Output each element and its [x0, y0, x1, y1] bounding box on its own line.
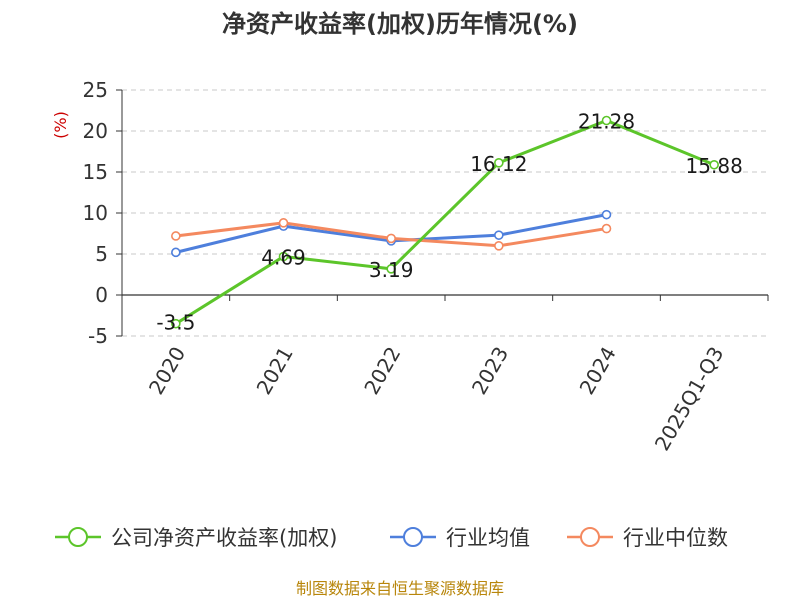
series-line-0: [174, 119, 716, 326]
data-point: [171, 247, 181, 258]
x-tick-label: 2024: [575, 343, 621, 399]
data-label: 16.12: [470, 152, 527, 176]
data-point: [386, 264, 396, 274]
data-point: [601, 115, 612, 126]
data-labels: -3.5 4.69 3.19 16.12 21.28 15.88: [156, 110, 742, 335]
data-point: [386, 233, 396, 244]
data-point: [171, 231, 181, 241]
legend-label: 公司净资产收益率(加权): [111, 526, 337, 550]
x-tick-label: 2023: [467, 343, 513, 399]
data-point: [601, 209, 612, 220]
data-point: [494, 158, 504, 168]
axes: [116, 89, 769, 337]
x-tick-label: 2021: [252, 343, 298, 399]
data-point: [494, 230, 504, 240]
data-point: [709, 159, 719, 170]
y-tick-label: 0: [95, 283, 108, 307]
data-label: 15.88: [686, 154, 743, 178]
data-label: 3.19: [369, 258, 414, 282]
legend: 公司净资产收益率(加权) 行业均值 行业中位数: [55, 526, 728, 550]
data-point: [171, 318, 181, 329]
series: [171, 115, 719, 329]
y-tick-label: 15: [83, 160, 108, 184]
x-tick-labels: 2020 2021 2022 2023 2024 2025Q1-Q3: [144, 343, 729, 455]
y-tick-label: 5: [95, 242, 108, 266]
legend-marker: [68, 527, 88, 547]
x-tick-label: 2022: [359, 343, 405, 399]
y-tick-label: -5: [88, 324, 108, 348]
data-label: 4.69: [261, 246, 306, 270]
y-tick-labels: 25 20 15 10 5 0 -5: [83, 78, 108, 348]
chart-title: 净资产收益率(加权)历年情况(%): [222, 10, 578, 38]
x-tick-label: 2025Q1-Q3: [650, 343, 729, 455]
data-label: -3.5: [156, 311, 195, 335]
series-line-1: [174, 213, 608, 254]
y-tick-label: 25: [83, 78, 108, 102]
x-tick-label: 2020: [144, 343, 190, 399]
legend-label: 行业均值: [446, 526, 530, 550]
data-point: [278, 218, 289, 228]
y-tick-label: 20: [83, 119, 108, 143]
source-note: 制图数据来自恒生聚源数据库: [296, 579, 504, 598]
data-label: 21.28: [578, 110, 635, 134]
data-point: [494, 241, 504, 251]
legend-marker: [403, 527, 423, 547]
legend-label: 行业中位数: [623, 526, 728, 550]
y-axis-unit: (%): [51, 111, 70, 139]
data-point: [601, 223, 612, 234]
legend-marker: [580, 527, 600, 547]
y-tick-label: 10: [83, 201, 108, 225]
data-point: [278, 251, 289, 262]
